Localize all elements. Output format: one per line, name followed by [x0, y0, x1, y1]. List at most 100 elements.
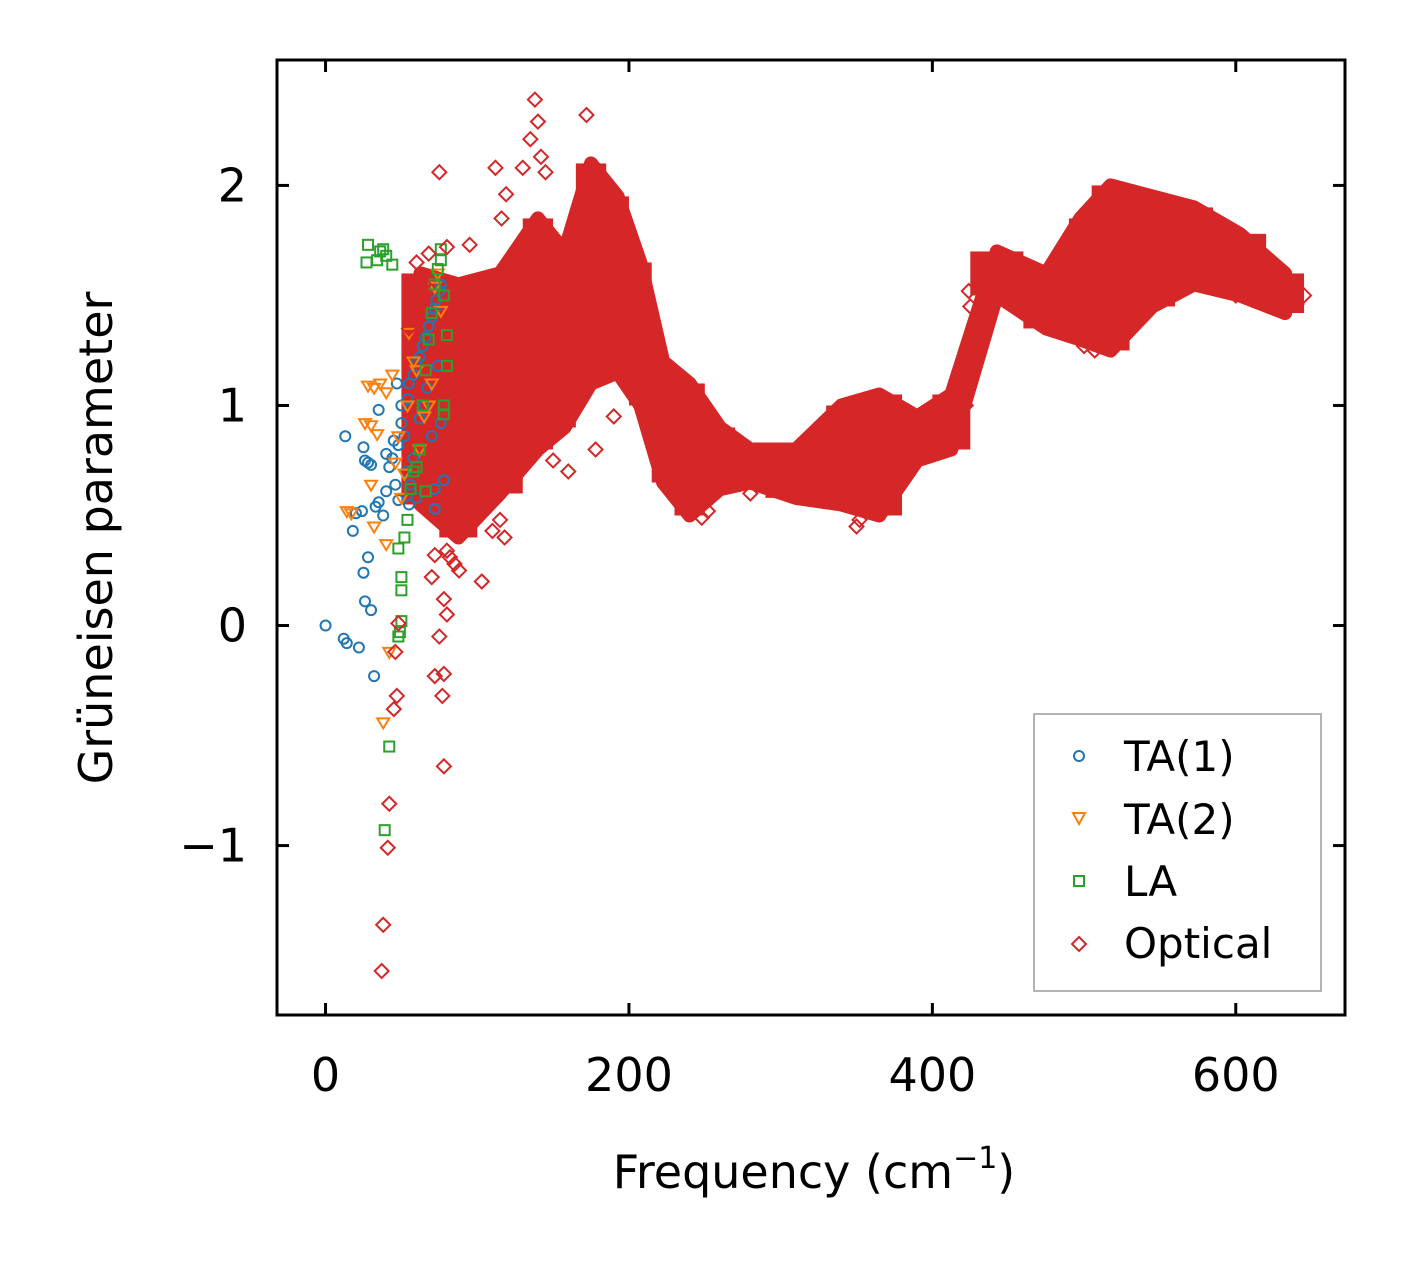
data-point [437, 474, 450, 487]
x-axis-label-close: ) [997, 1145, 1015, 1199]
data-point [526, 91, 544, 109]
data-point [420, 245, 438, 263]
data-point [434, 278, 447, 291]
data-point [372, 403, 385, 416]
optical-band [1175, 207, 1214, 285]
data-point [473, 573, 491, 590]
legend-label-ta1: TA(1) [1123, 732, 1235, 781]
data-point [395, 417, 408, 430]
optical-band [628, 262, 652, 406]
x-axis-label: Frequency (cm−1) [613, 1141, 1016, 1199]
data-point [377, 243, 390, 256]
data-point [587, 441, 604, 458]
data-point [374, 916, 392, 934]
data-point [375, 717, 391, 731]
data-point [428, 502, 441, 515]
legend-marker-optical [1070, 935, 1088, 953]
data-point [408, 365, 425, 379]
data-point [426, 546, 444, 564]
data-point [357, 418, 373, 432]
data-point [620, 375, 638, 392]
data-point [578, 106, 595, 124]
data-point [363, 420, 379, 434]
data-point [362, 551, 375, 564]
data-point [386, 643, 404, 661]
y-tick-label: 0 [218, 599, 247, 653]
data-point [544, 452, 562, 469]
data-point [319, 619, 332, 632]
legend-label-optical: Optical [1124, 919, 1272, 968]
optical-band [606, 196, 629, 373]
data-point [741, 485, 759, 502]
data-point [339, 430, 352, 443]
data-point [408, 254, 425, 271]
data-point [365, 458, 378, 471]
data-point [430, 163, 448, 181]
legend: TA(1) TA(2) LA Optical [1033, 713, 1322, 992]
y-tick-label: 2 [218, 158, 247, 212]
data-point [441, 548, 459, 566]
data-point [438, 606, 456, 623]
data-point [438, 238, 456, 256]
data-point [387, 457, 404, 471]
data-point [487, 159, 504, 177]
optical-band [1213, 233, 1267, 296]
data-point [402, 304, 419, 322]
data-point [384, 369, 401, 383]
data-point [434, 254, 447, 267]
data-point [430, 628, 448, 645]
data-point [393, 492, 410, 506]
legend-marker-ta1 [1073, 750, 1085, 762]
data-point [392, 542, 405, 555]
data-point [420, 400, 437, 414]
data-point [405, 287, 422, 304]
data-point [366, 521, 382, 535]
data-point [628, 353, 645, 370]
optical-band [856, 394, 903, 516]
optical-band [553, 251, 576, 428]
data-point [389, 478, 402, 491]
data-point [419, 485, 432, 498]
data-point [437, 289, 450, 302]
data-point [407, 452, 420, 465]
data-point [399, 400, 416, 414]
data-point [431, 263, 444, 276]
data-point [368, 670, 381, 683]
data-point [410, 491, 423, 504]
data-point [461, 236, 479, 254]
series-la [360, 238, 453, 837]
data-point [559, 463, 577, 480]
data-point [395, 584, 408, 597]
data-point [419, 364, 432, 377]
data-point [390, 431, 407, 445]
data-point [532, 148, 550, 166]
data-point [389, 614, 407, 632]
series-ta-2- [339, 268, 449, 731]
data-point [434, 243, 447, 256]
data-point [435, 590, 453, 608]
data-point [404, 483, 417, 496]
data-point [405, 356, 422, 370]
data-point [380, 485, 393, 498]
data-point [346, 524, 359, 537]
optical-band [902, 416, 933, 461]
data-point [379, 839, 397, 857]
data-point [388, 687, 406, 705]
data-point [401, 513, 414, 526]
optical-band [477, 273, 523, 494]
data-point [380, 249, 393, 262]
data-point [435, 665, 453, 683]
data-point [493, 210, 510, 227]
data-point [514, 159, 532, 177]
data-point [450, 562, 468, 579]
data-point [960, 282, 978, 300]
legend-label-ta2: TA(2) [1123, 795, 1235, 844]
data-point [433, 305, 449, 319]
data-point [1288, 295, 1305, 313]
data-point [605, 408, 623, 425]
data-point [851, 511, 868, 529]
data-point [961, 298, 979, 315]
data-point [435, 757, 453, 775]
data-point [366, 382, 382, 396]
data-point [413, 443, 426, 456]
